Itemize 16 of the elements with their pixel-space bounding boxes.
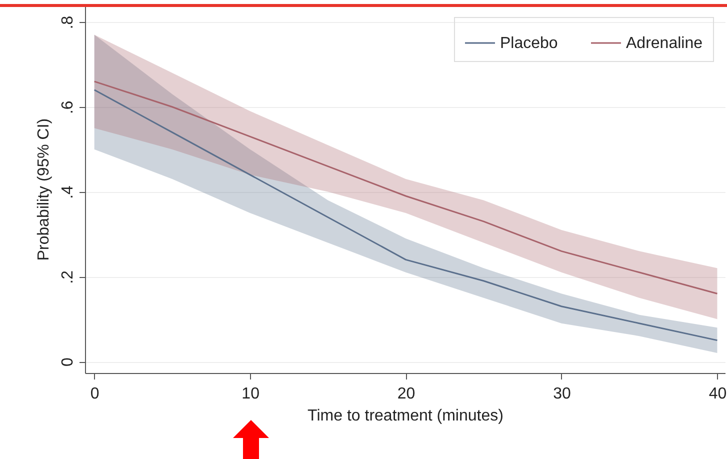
y-tick-label: 0	[60, 357, 76, 366]
x-tick-label: 10	[242, 386, 260, 402]
x-tick-label: 20	[397, 386, 416, 402]
y-tick-label: .6	[60, 100, 76, 114]
y-tick-label: .2	[60, 270, 76, 284]
y-tick-label: .4	[60, 185, 76, 199]
y-tick-label: .8	[60, 16, 76, 30]
x-axis-title: Time to treatment (minutes)	[308, 408, 504, 424]
x-tick-label: 0	[90, 386, 100, 402]
legend-label: Adrenaline	[626, 35, 703, 52]
line-series	[94, 80, 718, 294]
x-tick-label: 40	[708, 386, 727, 402]
legend-label: Placebo	[500, 35, 558, 52]
y-axis-title: Probability (95% CI)	[36, 118, 52, 261]
x-tick-label: 30	[553, 386, 571, 402]
line-series	[94, 89, 718, 342]
